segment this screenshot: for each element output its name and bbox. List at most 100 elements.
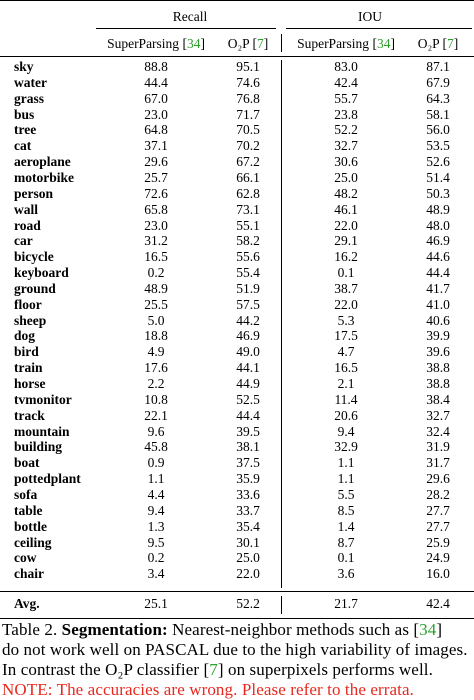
- table-cell: 29.6: [144, 154, 168, 170]
- table-cell: 67.9: [426, 74, 450, 90]
- table-cell: 52.2: [334, 122, 358, 138]
- row-label: tree: [14, 122, 37, 138]
- table-cell: 64.8: [144, 122, 168, 138]
- table-cell: 0.2: [147, 550, 165, 566]
- table-cell: 9.5: [147, 534, 165, 550]
- row-label: sheep: [14, 312, 47, 328]
- table-cell: 22.0: [236, 566, 260, 582]
- table-cell: 25.0: [236, 550, 260, 566]
- table-cell: 16.0: [426, 566, 450, 582]
- caption-prefix: Table 2.: [2, 620, 62, 639]
- table-cell: 39.5: [236, 423, 260, 439]
- table-bottom-rule: [0, 618, 474, 619]
- row-label: train: [14, 360, 43, 376]
- table-cell: 24.9: [426, 550, 450, 566]
- table-cell: 70.5: [236, 122, 260, 138]
- header-rule: [0, 56, 474, 57]
- table-cell: 16.2: [334, 249, 358, 265]
- subheader-recall-o2p: O₂P [7]: [227, 36, 269, 51]
- caption-text: In contrast the O₂P classifier [: [2, 660, 210, 679]
- table-cell: 46.1: [334, 201, 358, 217]
- table-cell: 23.0: [144, 217, 168, 233]
- table-cell: 29.6: [426, 471, 450, 487]
- table-cell: 38.8: [426, 376, 450, 391]
- row-label: bird: [14, 344, 39, 360]
- row-label: ground: [14, 280, 56, 296]
- table-cell: 32.9: [334, 439, 358, 455]
- table-cell: 44.4: [236, 407, 260, 423]
- table-cell: 2.1: [337, 376, 355, 391]
- caption-citation[interactable]: 34: [419, 620, 437, 639]
- table-cell: 55.1: [236, 217, 260, 233]
- table-cell: 73.1: [236, 201, 260, 217]
- row-label: mountain: [14, 423, 70, 439]
- subheader-recall-superparsing: SuperParsing [34]: [107, 36, 205, 51]
- table-cell: 22.0: [334, 217, 358, 233]
- avg-cell: 21.7: [334, 596, 358, 611]
- row-label: aeroplane: [14, 154, 71, 170]
- table-cell: 30.1: [236, 534, 260, 550]
- table-cell: 17.5: [334, 328, 358, 344]
- table-cell: 23.0: [144, 106, 168, 122]
- table-cell: 4.9: [147, 344, 165, 360]
- row-label: dog: [14, 328, 36, 344]
- caption-bracket: ]: [436, 620, 443, 639]
- table-cell: 31.7: [426, 455, 450, 471]
- table-cell: 32.4: [426, 423, 450, 439]
- avg-separator: [281, 596, 282, 614]
- table-cell: 1.1: [337, 455, 355, 471]
- avg-rule: [0, 591, 474, 592]
- citation-ref[interactable]: 34: [376, 36, 391, 51]
- citation-ref[interactable]: 34: [186, 36, 201, 51]
- table-cell: 28.2: [426, 486, 450, 502]
- row-label: sky: [14, 59, 34, 74]
- table-cell: 44.2: [236, 312, 260, 328]
- table-cell: 58.1: [426, 106, 450, 122]
- caption-citation[interactable]: 7: [209, 660, 218, 679]
- table-cell: 20.6: [334, 407, 358, 423]
- table-cell: 42.4: [334, 74, 358, 90]
- citation-ref[interactable]: 7: [447, 36, 454, 51]
- table-cell: 39.9: [426, 328, 450, 344]
- table-cell: 64.3: [426, 90, 450, 106]
- subheader-iou-superparsing: SuperParsing [34]: [297, 36, 395, 51]
- table-cell: 35.4: [236, 518, 260, 534]
- table-cell: 44.4: [144, 74, 168, 90]
- table-cell: 49.0: [236, 344, 260, 360]
- avg-cell: 42.4: [426, 596, 450, 611]
- table-cell: 27.7: [426, 518, 450, 534]
- citation-ref[interactable]: 7: [257, 36, 264, 51]
- table-cell: 95.1: [236, 59, 260, 74]
- table-cell: 55.6: [236, 249, 260, 265]
- caption-line-2: do not work well on PASCAL due to the hi…: [2, 640, 468, 659]
- table-cell: 53.5: [426, 138, 450, 154]
- row-label: horse: [14, 376, 46, 391]
- table-cell: 48.0: [426, 217, 450, 233]
- table-cell: 50.3: [426, 185, 450, 201]
- table-cell: 0.9: [147, 455, 165, 471]
- subheader-method: SuperParsing: [297, 36, 370, 51]
- table-cell: 25.5: [144, 296, 168, 312]
- subheader-iou-o2p: O₂P [7]: [417, 36, 459, 51]
- table-cell: 9.4: [147, 502, 165, 518]
- table-cell: 18.8: [144, 328, 168, 344]
- table-cell: 25.0: [334, 169, 358, 185]
- table-cell: 76.8: [236, 90, 260, 106]
- table-cell: 40.6: [426, 312, 450, 328]
- table-cell: 3.4: [147, 566, 165, 582]
- header-separator-left: [281, 34, 282, 52]
- table-cell: 71.7: [236, 106, 260, 122]
- table-cell: 4.7: [337, 344, 355, 360]
- table-cell: 58.2: [236, 233, 260, 249]
- table-cell: 45.8: [144, 439, 168, 455]
- table-cell: 23.8: [334, 106, 358, 122]
- table-cell: 1.1: [337, 471, 355, 487]
- table-cell: 37.1: [144, 138, 168, 154]
- table-cell: 41.0: [426, 296, 450, 312]
- table-cell: 32.7: [426, 407, 450, 423]
- table-cell: 0.2: [147, 265, 165, 281]
- table-cell: 67.2: [236, 154, 260, 170]
- table-cell: 56.0: [426, 122, 450, 138]
- table-cell: 4.4: [147, 486, 165, 502]
- table-cell: 72.6: [144, 185, 168, 201]
